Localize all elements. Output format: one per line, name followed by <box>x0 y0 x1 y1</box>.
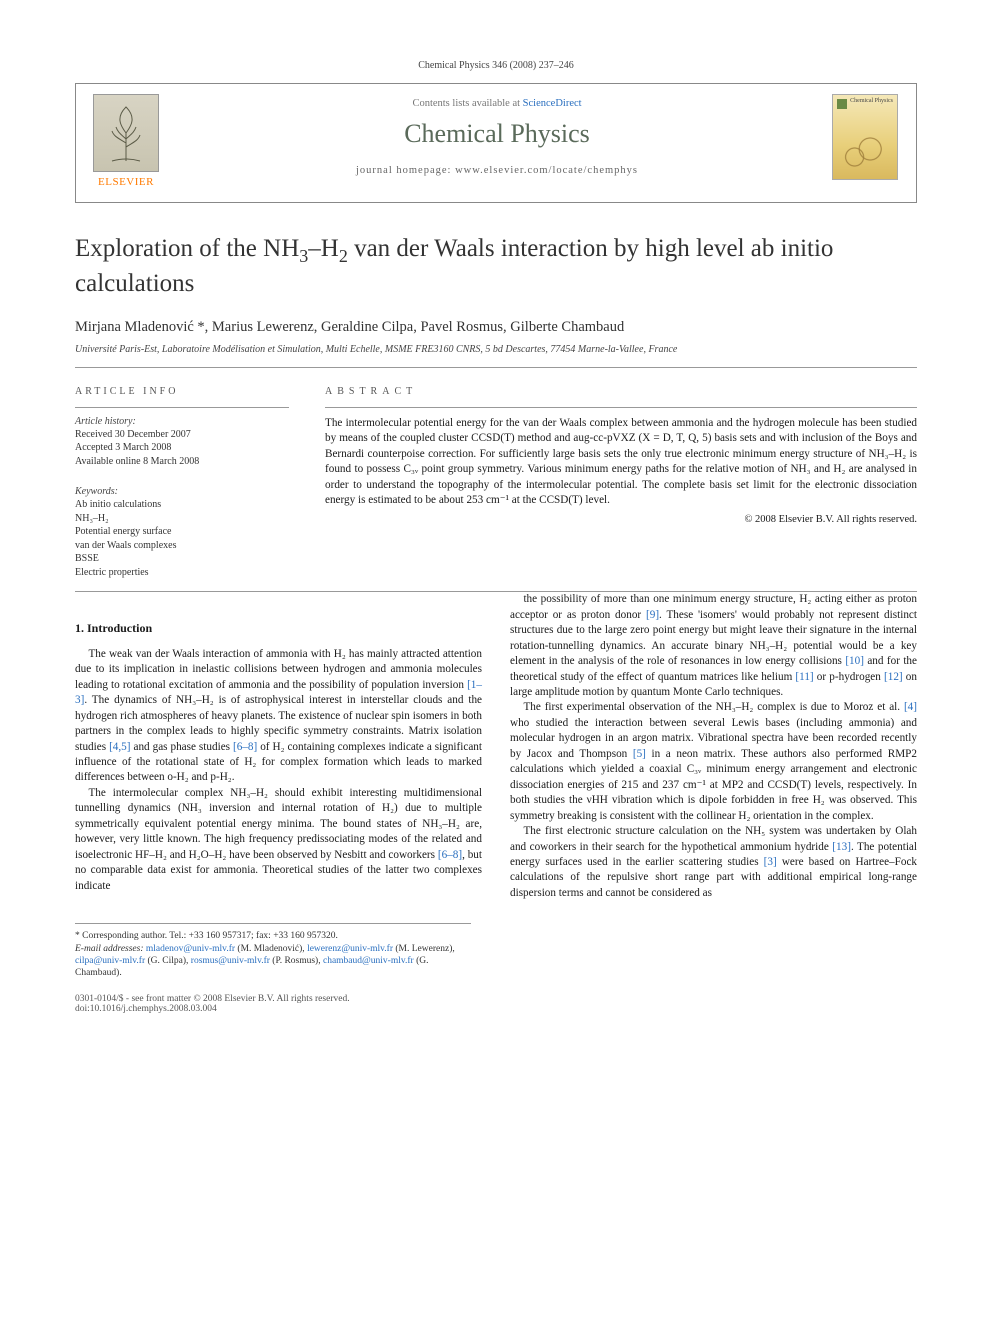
masthead: ELSEVIER Contents lists available at Sci… <box>75 83 917 203</box>
authors: Mirjana Mladenović *, Marius Lewerenz, G… <box>75 319 917 336</box>
divider <box>75 367 917 368</box>
body-columns: 1. Introduction The weak van der Waals i… <box>75 592 917 901</box>
email-label: E-mail addresses: <box>75 944 144 954</box>
keyword: Potential energy surface <box>75 525 289 539</box>
abstract-heading: ABSTRACT <box>325 386 917 397</box>
front-matter: 0301-0104/$ - see front matter © 2008 El… <box>75 994 917 1004</box>
journal-cover-thumbnail: Chemical Physics <box>832 94 898 180</box>
history-received: Received 30 December 2007 <box>75 428 289 442</box>
corresponding-author: * Corresponding author. Tel.: +33 160 95… <box>75 930 471 942</box>
abstract-block: ABSTRACT The intermolecular potential en… <box>325 386 917 580</box>
history-label: Article history: <box>75 416 289 427</box>
keyword: NH₃–H₂ <box>75 512 289 526</box>
body-paragraph: The intermolecular complex NH₃–H₂ should… <box>75 786 482 894</box>
keywords-label: Keywords: <box>75 486 289 497</box>
keyword: BSSE <box>75 552 289 566</box>
body-paragraph: The first electronic structure calculati… <box>510 824 917 901</box>
sciencedirect-link[interactable]: ScienceDirect <box>523 98 582 109</box>
body-paragraph: The first experimental observation of th… <box>510 700 917 824</box>
body-paragraph: the possibility of more than one minimum… <box>510 592 917 700</box>
divider <box>325 407 917 408</box>
cover-label: Chemical Physics <box>850 98 893 104</box>
doi: doi:10.1016/j.chemphys.2008.03.004 <box>75 1004 917 1014</box>
section-title: 1. Introduction <box>75 620 482 637</box>
keyword: Ab initio calculations <box>75 498 289 512</box>
running-header: Chemical Physics 346 (2008) 237–246 <box>75 60 917 71</box>
publisher-block: ELSEVIER <box>90 94 162 188</box>
keyword: Electric properties <box>75 566 289 580</box>
elsevier-tree-icon <box>102 103 150 163</box>
contents-prefix: Contents lists available at <box>412 98 522 109</box>
publisher-name: ELSEVIER <box>98 176 154 188</box>
divider <box>75 407 289 408</box>
journal-title: Chemical Physics <box>176 119 818 149</box>
abstract-copyright: © 2008 Elsevier B.V. All rights reserved… <box>325 514 917 525</box>
history-online: Available online 8 March 2008 <box>75 455 289 469</box>
contents-line: Contents lists available at ScienceDirec… <box>176 98 818 109</box>
article-title: Exploration of the NH3–H2 van der Waals … <box>75 233 917 299</box>
abstract-text: The intermolecular potential energy for … <box>325 416 917 509</box>
front-matter-line: 0301-0104/$ - see front matter © 2008 El… <box>75 994 917 1014</box>
body-paragraph: The weak van der Waals interaction of am… <box>75 647 482 786</box>
article-info-heading: ARTICLE INFO <box>75 386 289 397</box>
history-accepted: Accepted 3 March 2008 <box>75 441 289 455</box>
keyword: van der Waals complexes <box>75 539 289 553</box>
article-info-block: ARTICLE INFO Article history: Received 3… <box>75 386 289 580</box>
footnotes: * Corresponding author. Tel.: +33 160 95… <box>75 923 471 979</box>
journal-homepage: journal homepage: www.elsevier.com/locat… <box>176 165 818 176</box>
publisher-logo <box>93 94 159 172</box>
affiliation: Université Paris-Est, Laboratoire Modéli… <box>75 344 917 355</box>
